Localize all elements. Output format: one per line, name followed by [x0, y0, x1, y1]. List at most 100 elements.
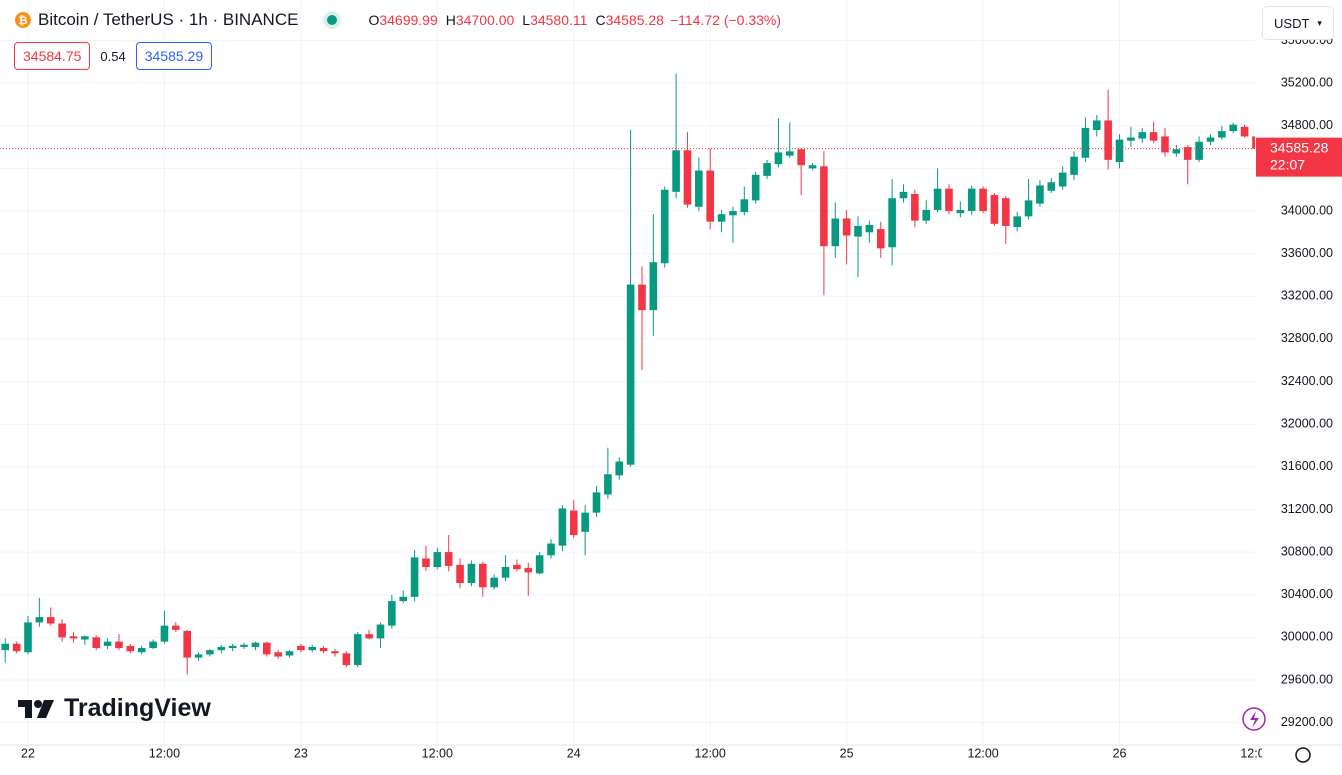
candle-body	[92, 637, 101, 649]
ohlc-value: 34699.99	[379, 12, 438, 28]
candle-body	[967, 188, 976, 212]
candle-body	[285, 651, 294, 656]
candle-body	[58, 623, 66, 638]
candle-body	[649, 262, 658, 311]
y-tick-label: 32800.00	[1281, 331, 1333, 345]
candle-body	[979, 188, 987, 212]
y-tick-label: 35200.00	[1281, 75, 1333, 89]
candle-body	[615, 461, 624, 476]
candle-body	[479, 563, 487, 588]
candle-body	[103, 641, 112, 646]
y-tick-label: 31600.00	[1281, 459, 1333, 473]
candle-body	[899, 191, 908, 199]
candle-body	[410, 557, 419, 597]
lightning-bolt	[1250, 711, 1259, 728]
ohlc-key: L	[522, 12, 531, 28]
candle-body	[558, 508, 567, 546]
candle-body	[490, 577, 498, 588]
x-tick-label: 12:00	[695, 746, 726, 760]
currency-button[interactable]: USDT ▾	[1262, 6, 1334, 40]
candle-body	[126, 645, 135, 652]
price-axis	[1255, 0, 1342, 745]
candle-body	[1104, 120, 1112, 160]
candle-body	[1047, 182, 1056, 191]
ask-price[interactable]: 34585.29	[135, 42, 213, 70]
x-tick-label: 25	[840, 746, 854, 760]
candle-body	[183, 630, 191, 658]
ohlc-item: O34699.99	[368, 12, 437, 28]
candle-body	[1, 643, 10, 651]
x-tick-label: 12:00	[1240, 746, 1271, 760]
candle-body	[35, 617, 44, 623]
y-tick-label: 32400.00	[1281, 374, 1333, 388]
candle-body	[1070, 156, 1078, 175]
candle-body	[319, 648, 328, 652]
candle-body	[149, 641, 157, 649]
currency-label: USDT	[1274, 15, 1310, 31]
tradingview-logo: TradingView	[18, 694, 211, 723]
y-tick-label: 30800.00	[1281, 544, 1333, 558]
candle-body	[217, 646, 226, 651]
candle-body	[865, 224, 874, 233]
ohlc-item: H34700.00	[446, 12, 515, 28]
x-tick-label: 23	[294, 746, 308, 760]
ohlc-item: C34585.28	[595, 12, 664, 28]
candle-body	[46, 617, 55, 624]
candle-body	[160, 625, 169, 642]
candle-body	[1002, 198, 1010, 226]
candle-body	[785, 151, 794, 156]
candle-body	[1092, 120, 1101, 131]
x-tick-label: 26	[1113, 746, 1127, 760]
candle-body	[501, 567, 510, 578]
bid-price[interactable]: 34584.75	[14, 42, 91, 70]
candle-body	[945, 188, 953, 212]
candle-body	[706, 170, 714, 222]
candle-body	[672, 150, 680, 192]
candle-body	[820, 166, 828, 247]
ohlc-key: H	[445, 12, 456, 28]
candle-body	[535, 555, 544, 574]
candle-body	[956, 209, 965, 214]
ohlc-value: 34700.00	[455, 12, 515, 28]
candle-body	[274, 652, 282, 657]
candle-body	[433, 552, 442, 568]
candle-body	[297, 645, 305, 651]
candle-body	[399, 596, 408, 602]
candle-body	[842, 218, 851, 236]
candle-body	[251, 642, 260, 647]
ohlc-key: O	[368, 12, 380, 28]
candle-body	[808, 165, 817, 169]
candle-body	[626, 284, 635, 465]
candle-body	[990, 195, 999, 224]
candle-body	[1252, 136, 1255, 149]
svg-text:₿: ₿	[19, 15, 28, 27]
y-tick-label: 29200.00	[1281, 715, 1333, 729]
candle-body	[194, 654, 203, 658]
candle-body	[1149, 132, 1158, 141]
y-tick-label: 31200.00	[1281, 502, 1333, 516]
settings-icon[interactable]	[1295, 747, 1311, 763]
candle-body	[740, 199, 749, 213]
candle-body	[933, 188, 942, 210]
candle-body	[115, 641, 123, 649]
y-tick-label: 30400.00	[1281, 587, 1333, 601]
candle-body	[831, 218, 840, 247]
candle-body	[797, 149, 805, 166]
candle-body	[342, 653, 351, 666]
symbol-title[interactable]: Bitcoin / TetherUS · 1h · BINANCE	[38, 10, 299, 29]
candle-body	[444, 552, 453, 566]
ohlc-key: C	[595, 12, 606, 28]
candle-body	[592, 492, 601, 513]
candle-body	[911, 193, 919, 221]
candle-body	[12, 643, 21, 652]
candle-body	[228, 645, 237, 649]
candle-body	[683, 150, 692, 205]
y-tick-label: 33600.00	[1281, 246, 1333, 260]
candle-body	[388, 601, 396, 626]
candle-body	[353, 634, 362, 666]
candle-body	[888, 198, 896, 248]
y-tick-label: 33200.00	[1281, 289, 1333, 303]
candle-body	[1058, 172, 1067, 187]
spread: 0.54	[100, 48, 126, 64]
